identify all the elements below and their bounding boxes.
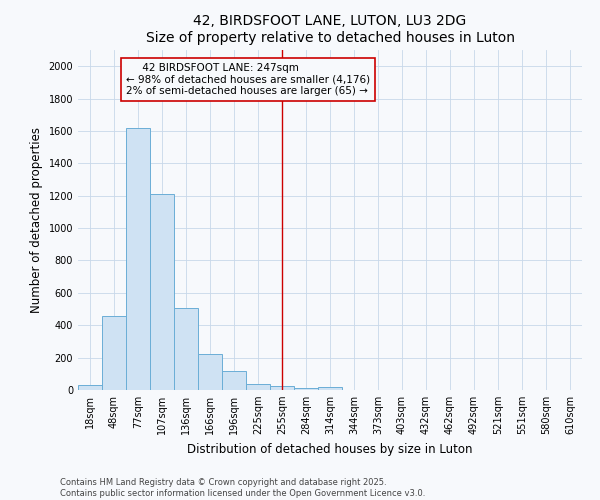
Bar [222, 370, 246, 390]
Bar [246, 384, 270, 390]
Bar [126, 128, 150, 390]
Bar [174, 308, 198, 390]
Bar [78, 385, 102, 390]
Bar [102, 316, 126, 390]
Bar [198, 354, 222, 390]
Y-axis label: Number of detached properties: Number of detached properties [30, 127, 43, 313]
X-axis label: Distribution of detached houses by size in Luton: Distribution of detached houses by size … [187, 442, 473, 456]
Title: 42, BIRDSFOOT LANE, LUTON, LU3 2DG
Size of property relative to detached houses : 42, BIRDSFOOT LANE, LUTON, LU3 2DG Size … [146, 14, 515, 44]
Text: 42 BIRDSFOOT LANE: 247sqm     
← 98% of detached houses are smaller (4,176)
2% o: 42 BIRDSFOOT LANE: 247sqm ← 98% of detac… [126, 63, 370, 96]
Bar [270, 386, 294, 390]
Bar [294, 388, 318, 390]
Bar [318, 387, 342, 390]
Text: Contains HM Land Registry data © Crown copyright and database right 2025.
Contai: Contains HM Land Registry data © Crown c… [60, 478, 425, 498]
Bar [150, 194, 174, 390]
